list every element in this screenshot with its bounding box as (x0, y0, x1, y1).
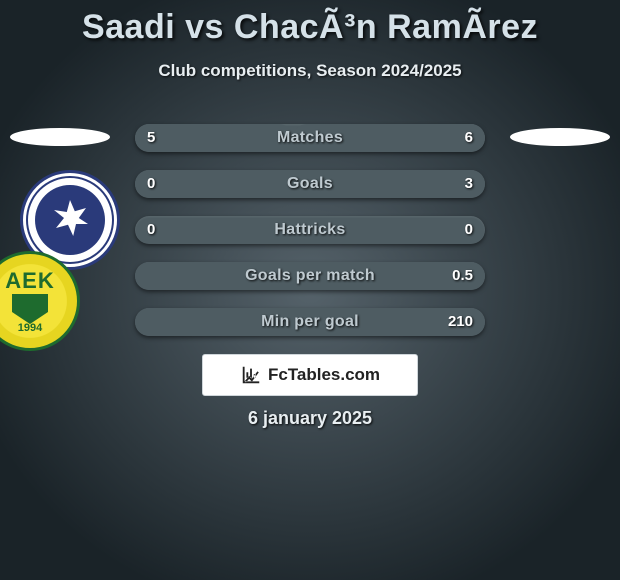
comparison-card: Saadi vs ChacÃ³n RamÃ­rez Club competiti… (0, 0, 620, 580)
stat-row: Matches5 6 (135, 124, 485, 152)
club-badge-left-inner (35, 185, 105, 255)
stat-value-right: 6 (465, 124, 473, 152)
snapshot-date: 6 january 2025 (0, 408, 620, 429)
site-label: FcTables.com (268, 365, 380, 385)
stat-value-left: 0 (147, 170, 155, 198)
stat-value-left: 5 (147, 124, 155, 152)
stat-value-right: 210 (448, 308, 473, 336)
stat-label: Min per goal (135, 308, 485, 336)
club-badge-right-shield (12, 294, 48, 324)
chart-icon (240, 364, 262, 386)
stat-label: Matches (135, 124, 485, 152)
stat-row: Hattricks0 0 (135, 216, 485, 244)
player-left-ellipse (10, 128, 110, 146)
stat-value-left: 0 (147, 216, 155, 244)
stat-label: Goals per match (135, 262, 485, 290)
stat-row: Min per goal210 (135, 308, 485, 336)
stat-value-right: 3 (465, 170, 473, 198)
site-attribution[interactable]: FcTables.com (202, 354, 418, 396)
stat-value-right: 0.5 (452, 262, 473, 290)
stat-value-right: 0 (465, 216, 473, 244)
stat-label: Goals (135, 170, 485, 198)
club-badge-right-text: AEK (0, 268, 77, 294)
stats-rows: Matches56Goals03Hattricks00Goals per mat… (135, 124, 485, 354)
club-badge-right-year: 1994 (0, 322, 77, 334)
stat-row: Goals per match0.5 (135, 262, 485, 290)
page-subtitle: Club competitions, Season 2024/2025 (0, 61, 620, 81)
stat-row: Goals0 3 (135, 170, 485, 198)
stat-label: Hattricks (135, 216, 485, 244)
player-right-ellipse (510, 128, 610, 146)
page-title: Saadi vs ChacÃ³n RamÃ­rez (0, 0, 620, 47)
